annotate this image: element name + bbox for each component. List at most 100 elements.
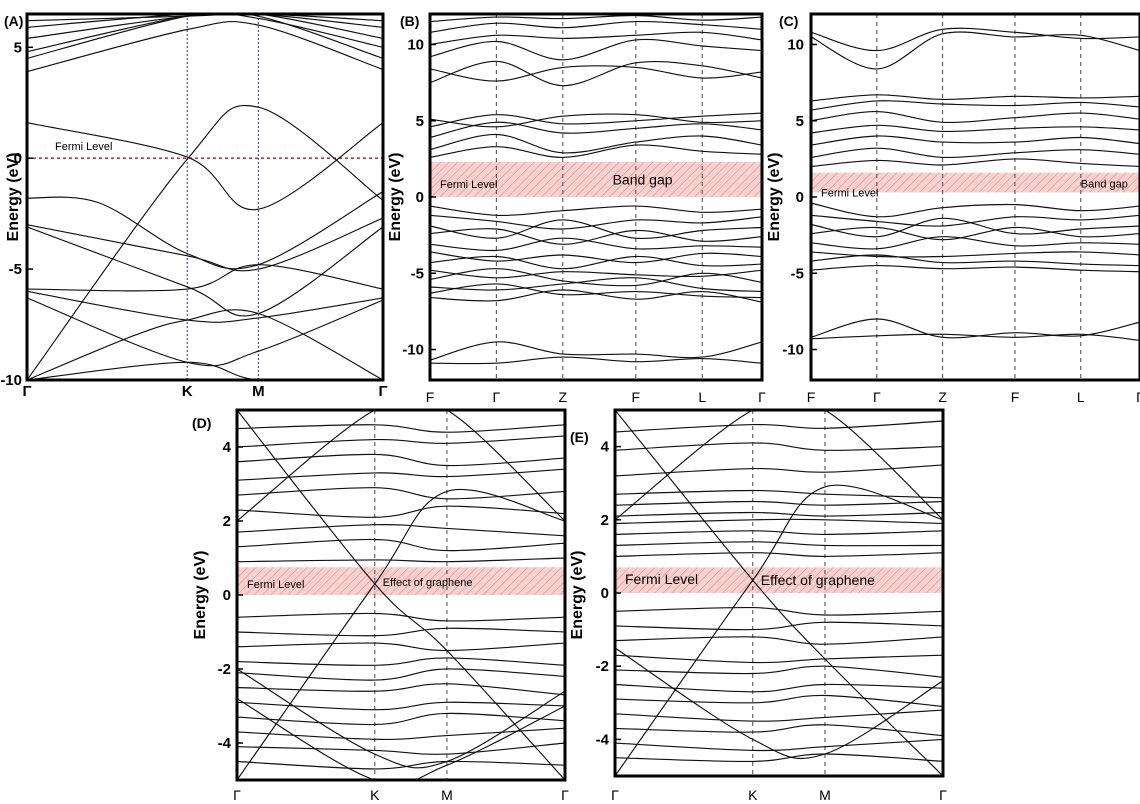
band-line [237, 698, 565, 780]
band-line [615, 647, 943, 760]
band-line [27, 20, 383, 73]
band-line [237, 683, 565, 696]
kpoint-label: F [632, 389, 641, 405]
y-tick-label: 0 [416, 189, 424, 206]
band-gap-region [615, 567, 943, 593]
band-line [237, 538, 565, 552]
kpoint-label: M [252, 383, 265, 400]
kpoint-label: Γ [758, 389, 766, 405]
band-line [811, 94, 1140, 102]
band-line [237, 657, 565, 666]
y-tick-label: 0 [223, 587, 231, 604]
plot-area [615, 410, 943, 776]
panel-d: -4 -2 0 2 4 Γ K M Γ Energy (eV) (D) Fermi Level Effe… [192, 408, 569, 803]
band-line [811, 135, 1140, 146]
band-line [27, 217, 383, 272]
band-line [615, 665, 943, 678]
band-line [615, 442, 943, 451]
band-line [430, 356, 762, 365]
plot-area [237, 410, 565, 780]
band-line [27, 14, 383, 39]
band-line [430, 65, 762, 82]
panel-frame [25, 12, 385, 382]
fermi-level-label: Fermi Level [55, 141, 112, 153]
band-line [615, 724, 943, 737]
band-line [237, 742, 565, 755]
kpoint-label: Γ [561, 787, 569, 803]
y-tick-label: 4 [601, 439, 610, 456]
band-line [27, 226, 383, 317]
band-line [811, 214, 1140, 227]
band-gap-label: Effect of graphene [761, 572, 875, 588]
y-tick-label: 2 [601, 512, 609, 529]
band-line [615, 410, 943, 776]
band-line [237, 627, 565, 637]
band-line [615, 541, 943, 547]
y-tick-label: -10 [0, 372, 22, 389]
kpoint-label: Γ [233, 787, 241, 803]
band-line [237, 642, 565, 652]
band-line [237, 453, 565, 467]
band-line [430, 112, 762, 128]
fermi-level-label: Fermi Level [440, 179, 497, 191]
y-tick-label: -10 [782, 342, 804, 359]
panel-a: -10 -5 0 5 Γ K M Γ Energy (eV) (A) Fermi Level [0, 12, 388, 400]
kpoint-label: F [1011, 389, 1020, 405]
y-tick-label: 5 [416, 113, 424, 130]
y-tick-label: -5 [791, 265, 804, 282]
band-line [27, 14, 383, 59]
panel-label: (B) [400, 13, 419, 29]
band-line [811, 147, 1140, 159]
y-axis-label: Energy (eV) [569, 551, 586, 640]
band-line [27, 297, 383, 367]
y-tick-label: 10 [787, 37, 804, 54]
y-tick-label: 0 [796, 189, 804, 206]
kpoint-label: Γ [873, 389, 881, 405]
band-line [237, 487, 565, 500]
band-line [811, 318, 1140, 339]
band-line [615, 410, 943, 521]
band-line [615, 484, 943, 776]
fermi-level-label: Fermi Level [247, 579, 304, 591]
y-axis-label: Energy (eV) [766, 153, 783, 242]
y-tick-label: -10 [402, 342, 424, 359]
band-line [430, 214, 762, 230]
band-line [430, 251, 762, 264]
band-line [811, 124, 1140, 134]
band-gap-label: Band gap [1081, 179, 1128, 191]
kpoint-label: M [441, 787, 453, 803]
band-line [237, 668, 565, 681]
band-line [615, 464, 943, 477]
band-line [615, 694, 943, 708]
panel-label: (D) [192, 415, 211, 431]
band-line [237, 557, 565, 563]
band-line [811, 251, 1140, 258]
band-line [27, 104, 383, 380]
plot-area [27, 14, 383, 380]
band-line [615, 511, 943, 517]
band-line [430, 219, 762, 240]
band-line [237, 727, 565, 740]
band-line [811, 158, 1140, 168]
y-tick-label: 4 [223, 439, 232, 456]
band-line [615, 683, 943, 693]
y-tick-label: 2 [223, 513, 231, 530]
band-line [430, 31, 762, 46]
band-line [430, 205, 762, 216]
band-line [430, 133, 762, 154]
band-line [430, 341, 762, 361]
y-tick-label: -4 [218, 735, 232, 752]
band-gap-region [430, 161, 762, 197]
band-line [615, 420, 943, 433]
panel-c: -10 -5 0 5 10 F Γ Z F L Γ Energy (eV) (C) Fermi Level… [766, 12, 1140, 405]
fermi-level-label: Fermi Level [625, 571, 698, 587]
y-tick-label: 0 [14, 150, 22, 167]
band-line [811, 27, 1140, 52]
panel-b: -10 -5 0 5 10 F Γ Z F L Γ Energy (eV) (B) Fermi Level… [387, 12, 766, 405]
y-tick-label: -4 [596, 731, 610, 748]
band-line [615, 518, 943, 525]
band-line [430, 121, 762, 139]
kpoint-label: Γ [22, 383, 31, 400]
y-tick-label: -2 [218, 661, 231, 678]
band-line [27, 361, 383, 380]
